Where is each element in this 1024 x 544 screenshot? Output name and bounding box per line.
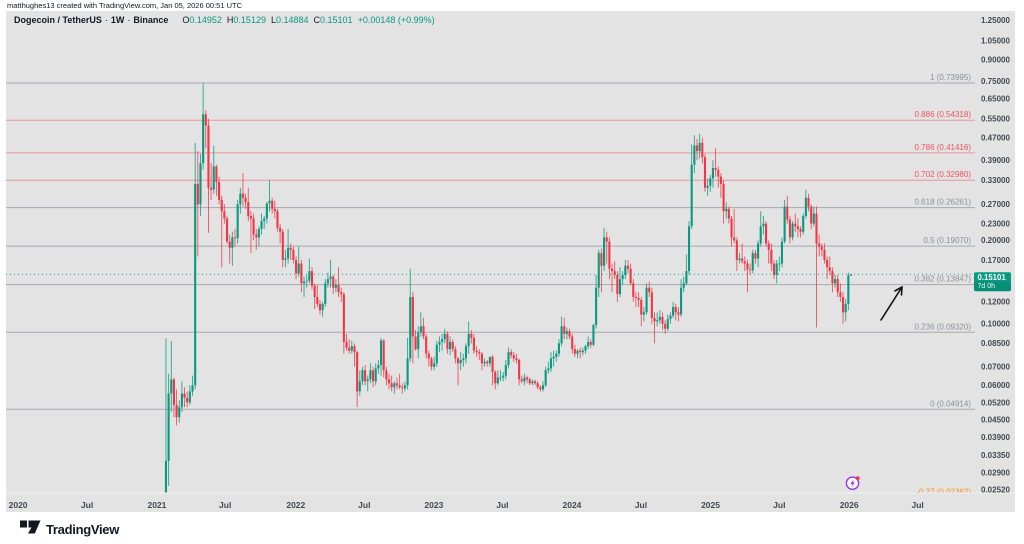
attribution-text: matthughes13 created with TradingView.co… <box>7 1 243 10</box>
plot-area[interactable]: 1 (0.73995) 0.886 (0.54318) 0.786 (0.41416… <box>6 73 975 512</box>
fib-level-label: 0.786 (0.41416) <box>915 143 972 152</box>
last-price-value: 0.15101 <box>978 273 1007 282</box>
price-tick-label: 0.05200 <box>981 398 1010 407</box>
fib-retracement-levels[interactable]: 1 (0.73995) 0.886 (0.54318) 0.786 (0.41416… <box>6 73 975 497</box>
price-tick-label: 0.07000 <box>981 363 1010 372</box>
bar-countdown: 7d 0h <box>978 283 996 290</box>
interval-label[interactable]: 1W <box>110 15 125 25</box>
price-tick-label: 0.06000 <box>981 381 1010 390</box>
price-tick-label: 0.75000 <box>981 77 1010 86</box>
chart-panel: 1 (0.73995) 0.886 (0.54318) 0.786 (0.41416… <box>6 11 1015 512</box>
time-tick-label: 2023 <box>424 500 443 510</box>
fib-level-label: 1 (0.73995) <box>930 73 971 82</box>
time-tick-label: Jul <box>219 500 231 510</box>
price-tick-label: 0.65000 <box>981 94 1010 103</box>
lightning-bolt-glyph <box>850 479 855 487</box>
legend-separator: · <box>127 15 131 25</box>
time-tick-label: Jul <box>496 500 508 510</box>
time-axis[interactable]: 2020 Jul 2021 Jul 2022 Jul 2023 Jul 2024 Jul 2025 J… <box>9 500 924 510</box>
candlestick-chart[interactable]: 1 (0.73995) 0.886 (0.54318) 0.786 (0.41416… <box>6 11 1015 512</box>
price-tick-label: 0.23000 <box>981 219 1010 228</box>
time-tick-label: Jul <box>912 500 924 510</box>
fib-level-label: 0.702 (0.32980) <box>915 170 972 179</box>
time-tick-label: 2021 <box>147 500 166 510</box>
price-tick-label: 1.25000 <box>981 16 1010 25</box>
price-tick-label: 0.17000 <box>981 256 1010 265</box>
fib-level-label: 0.886 (0.54318) <box>915 110 972 119</box>
ohlc-values: O0.14952 H0.15129 L0.14884 C0.15101 <box>177 15 352 25</box>
tradingview-wordmark[interactable]: TradingView <box>46 521 120 537</box>
exchange-label: Binance <box>133 15 169 25</box>
footer: TradingView <box>20 519 119 539</box>
price-tick-label: 0.47000 <box>981 133 1010 142</box>
time-tick-label: 2026 <box>840 500 859 510</box>
price-tick-label: 0.02520 <box>981 485 1010 494</box>
fib-level-label: -0.27 (0.02362) <box>916 487 971 496</box>
price-tick-label: 0.20000 <box>981 236 1010 245</box>
price-tick-label: 0.03350 <box>981 451 1010 460</box>
price-tick-label: 0.27000 <box>981 200 1010 209</box>
legend: Dogecoin / TetherUS · 1W · Binance O0.14952 H0… <box>14 15 435 25</box>
notification-dot <box>855 476 860 481</box>
price-tick-label: 0.39000 <box>981 156 1010 165</box>
low-value: 0.14884 <box>275 15 309 25</box>
fib-level-label: 0.618 (0.26261) <box>915 198 972 207</box>
legend-separator: · <box>104 15 108 25</box>
time-tick-label: Jul <box>635 500 647 510</box>
lightning-event-icon[interactable] <box>845 475 861 491</box>
price-tick-label: 0.08500 <box>981 339 1010 348</box>
fib-level-label: 0.5 (0.19070) <box>923 236 971 245</box>
price-tick-label: 1.05000 <box>981 37 1010 46</box>
change-value: +0.00148 (+0.99%) <box>357 15 435 25</box>
close-label: C <box>313 15 321 25</box>
close-value: 0.15101 <box>320 15 353 25</box>
fib-level-label: 0.382 (0.13847) <box>915 275 972 284</box>
candles <box>164 83 853 493</box>
high-label: H <box>226 15 234 25</box>
price-tick-label: 0.10000 <box>981 320 1010 329</box>
high-value: 0.15129 <box>233 15 266 25</box>
price-tick-label: 0.03900 <box>981 433 1010 442</box>
price-tick-label: 0.04500 <box>981 416 1010 425</box>
fib-level-label: 0.236 (0.09320) <box>915 322 972 331</box>
time-tick-label: 2025 <box>701 500 720 510</box>
fib-level-label: 0 (0.04914) <box>930 399 971 408</box>
open-value: 0.14952 <box>189 15 222 25</box>
price-tick-label: 0.90000 <box>981 55 1010 64</box>
tradingview-logo-icon[interactable] <box>20 519 41 539</box>
arrow-annotation[interactable] <box>880 286 903 321</box>
time-tick-label: Jul <box>773 500 785 510</box>
time-tick-label: 2022 <box>286 500 305 510</box>
time-tick-label: 2020 <box>9 500 28 510</box>
symbol-name[interactable]: Dogecoin / TetherUS <box>14 15 102 25</box>
price-axis[interactable]: 1.25000 1.05000 0.90000 0.75000 0.65000 0.550… <box>981 16 1010 495</box>
price-tick-label: 0.33000 <box>981 176 1010 185</box>
low-label: L <box>270 15 276 25</box>
price-tick-label: 0.12000 <box>981 298 1010 307</box>
time-tick-label: Jul <box>81 500 93 510</box>
price-tick-label: 0.55000 <box>981 115 1010 124</box>
open-label: O <box>182 15 190 25</box>
time-tick-label: Jul <box>358 500 370 510</box>
price-tick-label: 0.02900 <box>981 469 1010 478</box>
time-tick-label: 2024 <box>562 500 581 510</box>
